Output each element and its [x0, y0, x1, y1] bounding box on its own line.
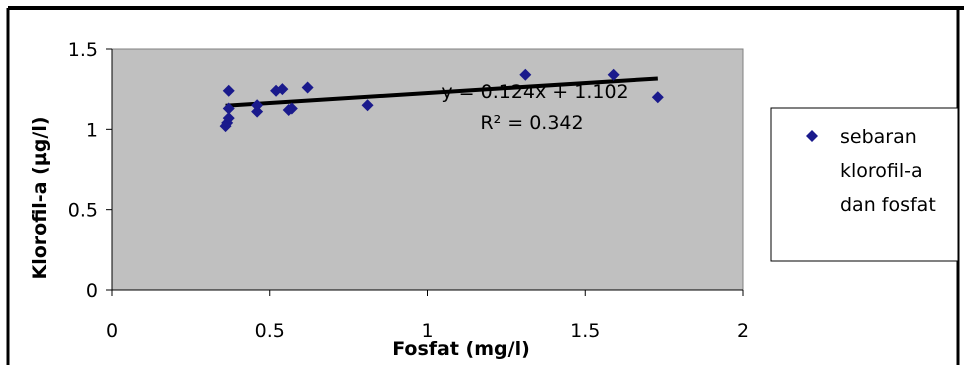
- data-point-marker: [276, 83, 289, 96]
- trendline: [225, 76, 658, 108]
- y-tick-label: 1.5: [68, 39, 98, 61]
- y-tick-label: 1: [86, 119, 98, 141]
- x-tick-label: 1.5: [570, 320, 600, 342]
- axis-tick-labels: 0 0.5 1 1.5 0 0.5 1 1.5 2: [68, 39, 749, 342]
- trendline-r-squared: R² = 0.342: [480, 112, 583, 134]
- x-tick-label: 0: [106, 320, 118, 342]
- x-tick-label: 0.5: [255, 320, 285, 342]
- y-tick-label: 0.5: [68, 200, 98, 222]
- legend-label-line: sebaran: [840, 126, 917, 148]
- data-point-marker: [607, 68, 620, 81]
- data-point-marker: [651, 91, 664, 104]
- legend-label-line: klorofil-a: [840, 160, 923, 182]
- x-tick-label: 2: [737, 320, 749, 342]
- legend-box: [770, 107, 959, 262]
- data-point-marker: [251, 105, 264, 118]
- data-point-marker: [519, 68, 532, 81]
- data-point-marker: [251, 99, 264, 112]
- data-point-marker: [222, 84, 235, 97]
- y-tick-label: 0: [86, 280, 98, 302]
- legend-label: sebaran klorofil-a dan fosfat: [840, 126, 936, 216]
- x-tick-label: 1: [421, 320, 433, 342]
- y-axis-title: Klorofil-a (µg/l): [29, 116, 51, 279]
- data-point-marker: [361, 99, 374, 112]
- data-point-marker: [222, 102, 235, 115]
- scatter-markers: [219, 68, 664, 133]
- legend-diamond-marker: [806, 130, 818, 142]
- axis-ticks: [106, 48, 744, 296]
- legend: sebaran klorofil-a dan fosfat: [770, 107, 959, 262]
- data-point-marker: [285, 102, 298, 115]
- data-point-marker: [301, 81, 314, 94]
- data-point-marker: [222, 112, 235, 125]
- x-axis-title: Fosfat (mg/l): [392, 338, 530, 360]
- trendline-equation: y = 0.124x + 1.102: [441, 81, 628, 103]
- legend-label-line: dan fosfat: [840, 194, 936, 216]
- plot-area: [111, 48, 744, 291]
